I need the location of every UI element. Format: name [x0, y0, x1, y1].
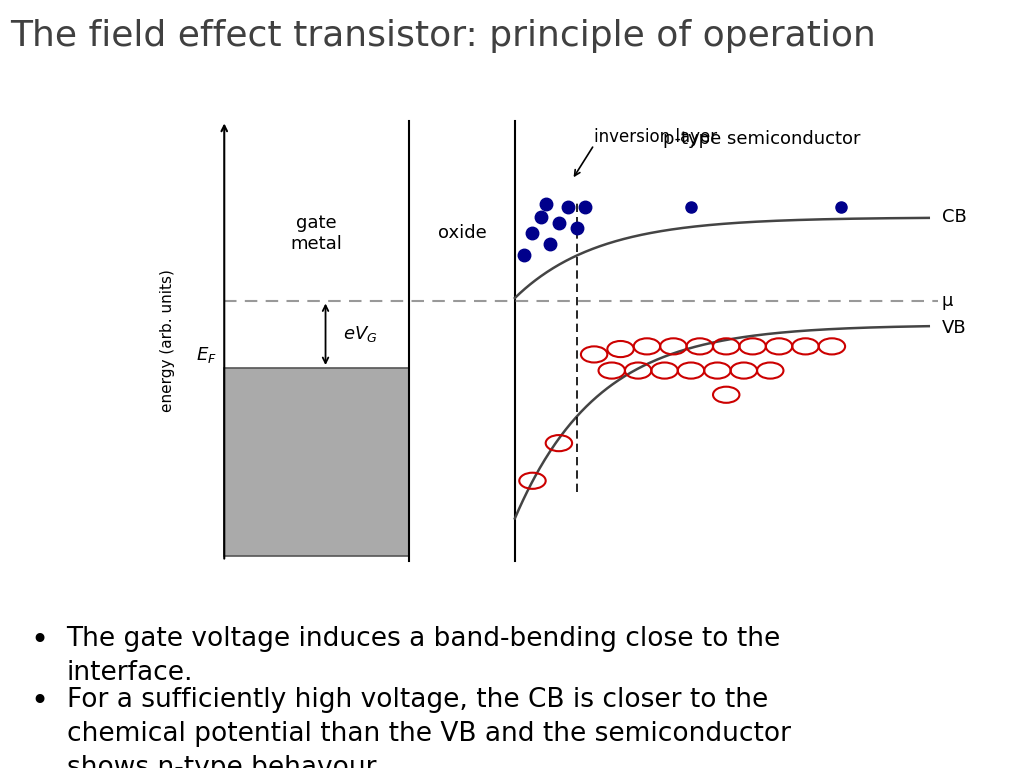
Text: energy (arb. units): energy (arb. units) [160, 270, 174, 412]
Text: For a sufficiently high voltage, the CB is closer to the
chemical potential than: For a sufficiently high voltage, the CB … [67, 687, 791, 768]
Text: $eV_G$: $eV_G$ [343, 324, 378, 344]
Text: gate
metal: gate metal [291, 214, 343, 253]
Text: •: • [31, 626, 49, 655]
Text: The field effect transistor: principle of operation: The field effect transistor: principle o… [10, 19, 877, 53]
Text: CB: CB [942, 208, 967, 227]
Text: μ: μ [942, 292, 953, 310]
Text: VB: VB [942, 319, 967, 336]
Text: The gate voltage induces a band-bending close to the
interface.: The gate voltage induces a band-bending … [67, 626, 781, 686]
Bar [224, 368, 410, 556]
Text: oxide: oxide [437, 224, 486, 243]
Text: $E_F$: $E_F$ [197, 345, 217, 366]
Text: p-type semiconductor: p-type semiconductor [663, 131, 860, 148]
Text: •: • [31, 687, 49, 717]
Text: inversion layer: inversion layer [594, 127, 717, 146]
